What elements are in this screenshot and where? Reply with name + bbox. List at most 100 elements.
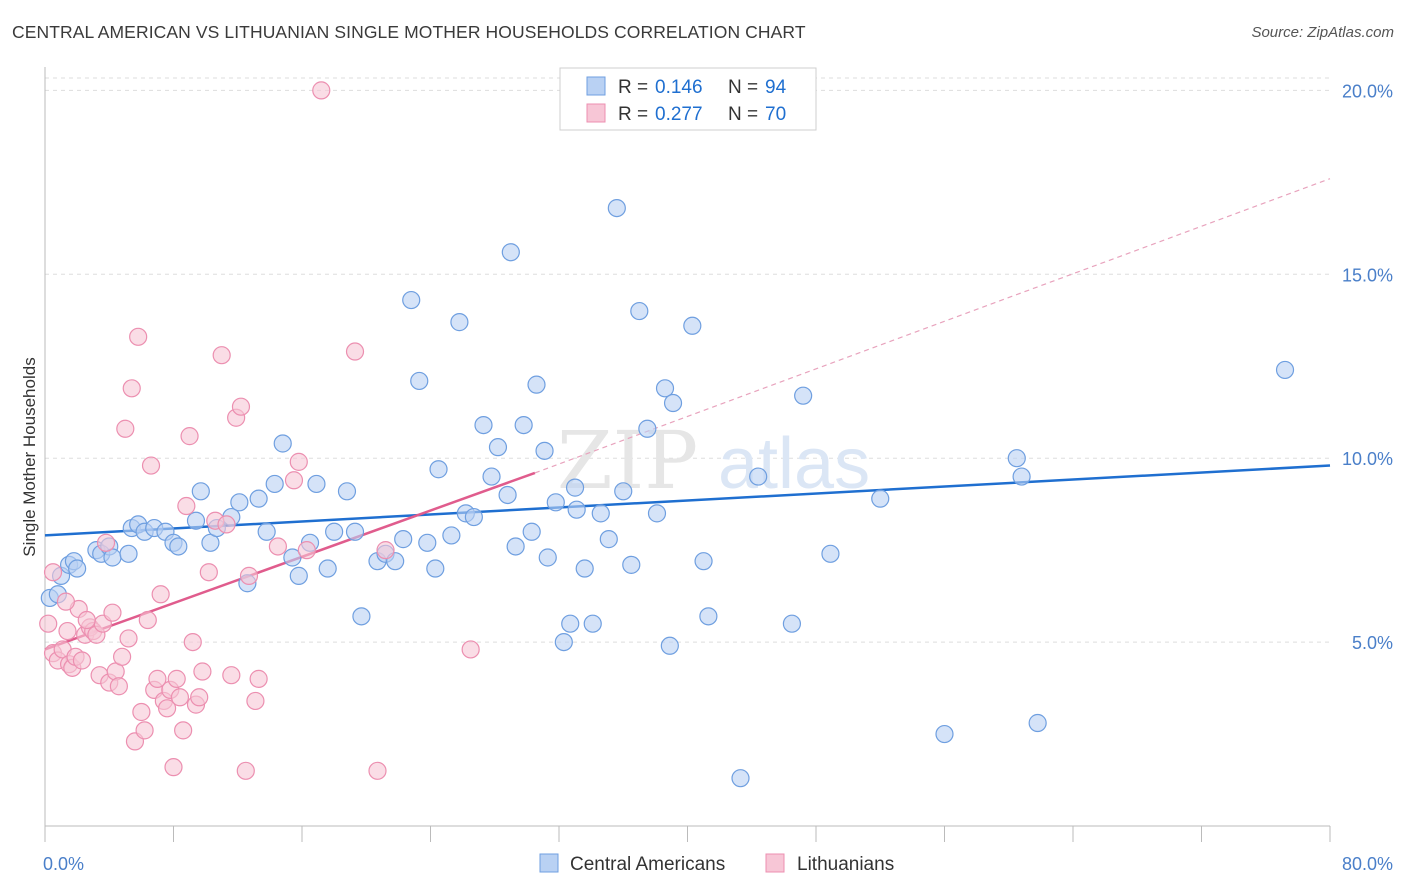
lithuanian-point	[231, 397, 251, 416]
lithuanian-point	[112, 647, 132, 666]
y-tick-label: 10.0%	[1342, 449, 1393, 469]
lithuanian-point	[109, 677, 128, 696]
legend-n-label: N =	[728, 104, 758, 125]
lithuanian-point	[284, 471, 304, 490]
central-american-point	[527, 375, 546, 394]
lithuanian-point	[312, 81, 331, 100]
central-american-point	[429, 460, 448, 479]
central-american-point	[630, 301, 649, 321]
grid-layer	[45, 77, 1330, 643]
lithuanian-point	[289, 452, 308, 471]
stats-legend: R = 0.146 N = 94 R = 0.277 N = 70	[559, 67, 817, 131]
lithuanian-point	[132, 702, 151, 722]
legend-r-label: R =	[618, 77, 648, 98]
central-american-point	[607, 198, 626, 218]
central-american-point	[119, 544, 138, 563]
central-american-point	[871, 489, 890, 508]
lithuanian-point	[129, 327, 148, 346]
central-american-point	[394, 530, 413, 549]
y-axis-label: Single Mother Households	[20, 357, 39, 556]
legend-n-value: 70	[765, 104, 786, 125]
lithuanian-point	[236, 761, 255, 780]
lithuanian-point	[119, 629, 138, 648]
central-american-point	[1012, 467, 1031, 486]
central-american-point	[191, 482, 210, 501]
lithuanian-point	[183, 632, 202, 652]
lithuanian-point	[39, 614, 58, 633]
central-american-point	[591, 504, 610, 523]
lithuanian-point	[376, 541, 395, 560]
lithuanian-point	[157, 699, 177, 718]
central-american-point	[514, 415, 533, 435]
central-american-point	[546, 493, 565, 512]
central-american-point	[318, 559, 337, 578]
central-american-point	[935, 724, 954, 744]
central-american-point	[561, 614, 580, 633]
lithuanian-point	[141, 456, 161, 475]
watermark: ZIP atlas	[557, 414, 870, 507]
y-tick-label: 15.0%	[1342, 265, 1393, 285]
central-american-point	[663, 393, 683, 413]
central-american-point	[575, 559, 594, 578]
central-american-point	[522, 522, 541, 541]
central-american-point	[501, 243, 520, 262]
central-american-point	[567, 500, 586, 519]
central-american-point	[699, 607, 718, 626]
lithuanian-point	[212, 346, 231, 365]
series-legend-label-pink: Lithuanians	[797, 854, 894, 875]
central-american-point	[474, 415, 493, 435]
central-american-point	[410, 371, 429, 391]
central-american-point	[450, 313, 469, 332]
central-american-point	[186, 511, 206, 530]
series-legend: Central Americans Lithuanians	[539, 853, 894, 875]
central-american-point	[498, 485, 517, 505]
central-american-point	[506, 537, 525, 556]
legend-n-label: N =	[728, 77, 758, 98]
central-american-point	[488, 438, 508, 457]
central-american-point	[68, 559, 87, 578]
central-american-point	[307, 474, 326, 494]
lithuanian-point	[58, 621, 77, 641]
central-american-point	[230, 493, 249, 512]
points-layer	[39, 81, 1295, 788]
central-american-point	[442, 526, 461, 545]
central-american-point	[794, 386, 813, 405]
lithuanian-point	[249, 669, 268, 688]
central-american-point	[1275, 360, 1295, 380]
series-legend-swatch-pink	[765, 853, 785, 873]
legend-n-value: 94	[765, 77, 787, 98]
legend-swatch-blue	[586, 76, 606, 96]
lithuanian-point	[180, 427, 199, 446]
central-american-point	[749, 467, 768, 486]
lithuanian-point	[96, 533, 116, 552]
central-american-point	[638, 419, 657, 438]
central-american-point	[418, 533, 437, 552]
lithuanian-point	[239, 566, 259, 585]
lithuanian-point	[177, 496, 196, 516]
source-label: Source: ZipAtlas.com	[1251, 24, 1394, 41]
legend-r-value: 0.277	[655, 104, 703, 125]
lithuanian-point	[193, 662, 212, 681]
central-american-point	[289, 566, 308, 585]
lithuanian-point	[345, 342, 365, 361]
central-american-point	[683, 316, 702, 335]
watermark-atlas: atlas	[718, 424, 870, 504]
lithuanian-point	[190, 688, 209, 707]
central-american-point	[538, 548, 557, 567]
central-american-point	[565, 478, 585, 497]
lithuanian-point	[43, 563, 63, 582]
lithuanian-point	[167, 669, 186, 688]
central-american-point	[614, 482, 633, 501]
lithuanian-point	[217, 515, 236, 534]
lithuanian-point	[122, 379, 141, 398]
lithuanian-point	[151, 585, 170, 604]
lithuanian-point	[103, 603, 122, 622]
central-american-point	[554, 632, 573, 652]
lithuanian-point	[368, 761, 387, 780]
central-american-point	[655, 379, 675, 398]
lithuanian-point	[164, 758, 183, 777]
central-american-point	[599, 530, 618, 549]
central-american-point	[352, 607, 371, 626]
series-legend-label-blue: Central Americans	[570, 854, 725, 875]
